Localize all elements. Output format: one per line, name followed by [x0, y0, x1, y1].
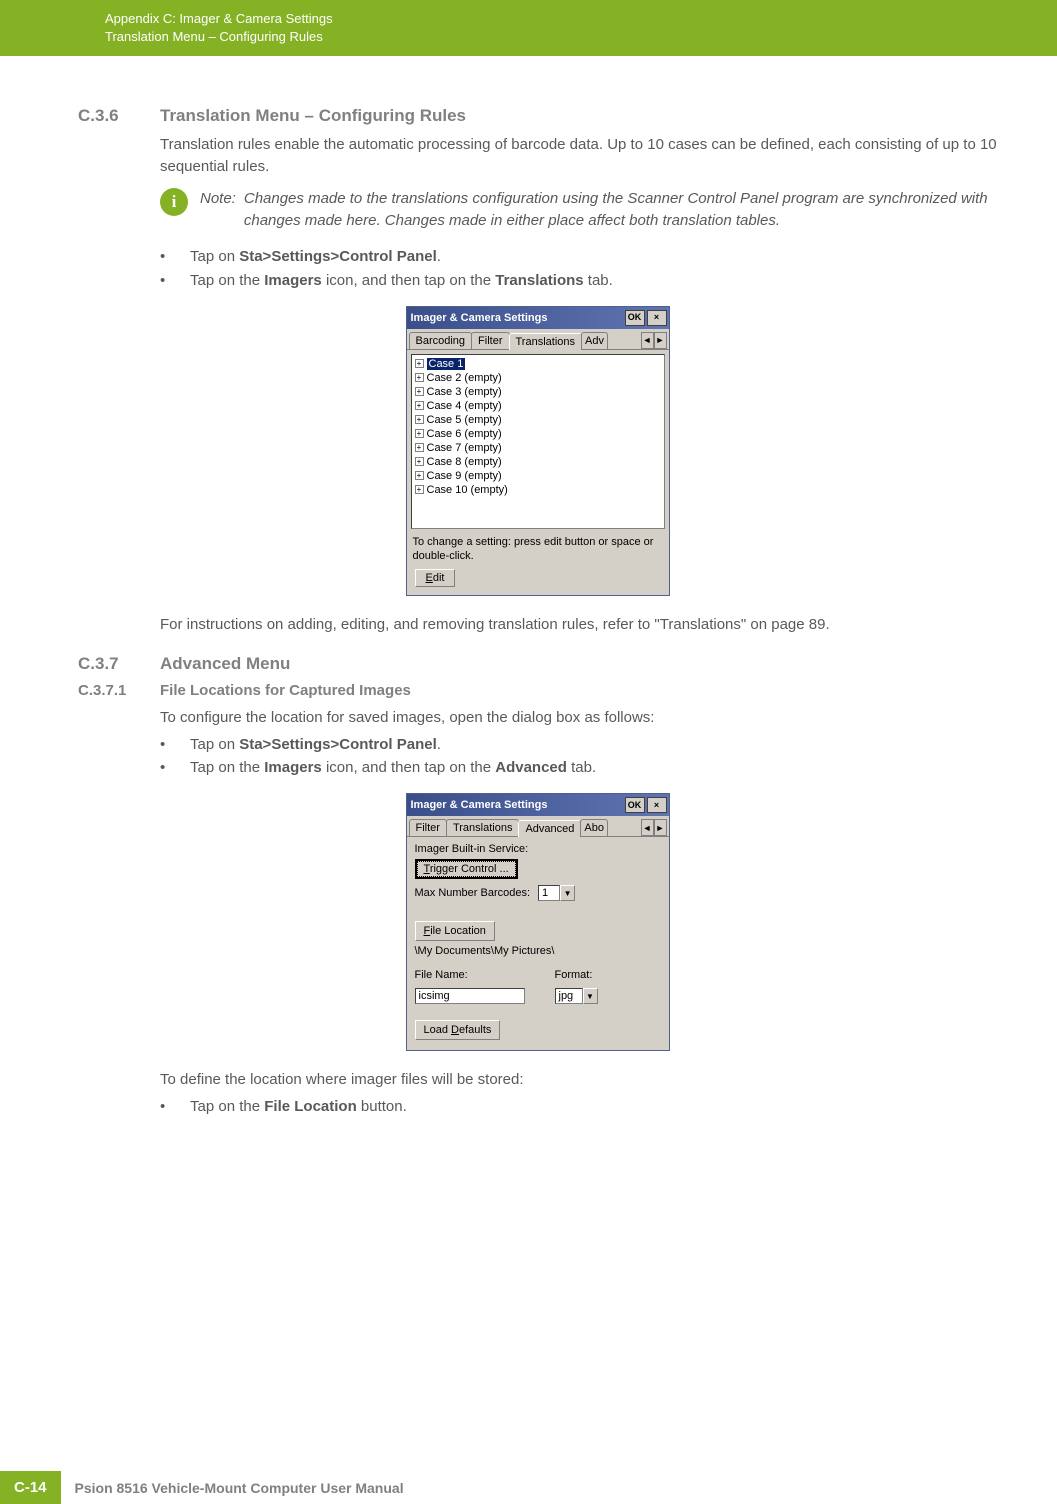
format-value: jpg	[555, 988, 583, 1004]
format-label: Format:	[555, 969, 598, 981]
file-location-button[interactable]: File Location	[415, 921, 495, 941]
note-label: Note:	[200, 188, 236, 232]
trigger-control-button[interactable]: Trigger Control ...	[415, 859, 518, 879]
page-header: Appendix C: Imager & Camera Settings Tra…	[0, 0, 1057, 56]
define-text: To define the location where imager file…	[160, 1069, 997, 1091]
note-block: i Note: Changes made to the translations…	[160, 188, 997, 232]
service-label: Imager Built-in Service:	[415, 843, 661, 855]
tree-item[interactable]: +Case 8 (empty)	[415, 455, 661, 469]
bullet-item: • Tap on the Imagers icon, and then tap …	[160, 756, 997, 779]
window-titlebar: Imager & Camera Settings OK ×	[407, 307, 669, 329]
bullet-mark: •	[160, 245, 170, 268]
expand-icon[interactable]: +	[415, 373, 424, 382]
ok-button[interactable]: OK	[625, 797, 645, 813]
expand-icon[interactable]: +	[415, 359, 424, 368]
tab-advanced[interactable]: Adv	[581, 332, 608, 349]
tab-bar: Filter Translations Advanced Abo ◄ ►	[407, 816, 669, 837]
filename-input[interactable]	[415, 988, 525, 1004]
bullet-item: • Tap on Sta>Settings>Control Panel.	[160, 245, 997, 268]
edit-button[interactable]: Edit	[415, 569, 456, 587]
tree-item[interactable]: +Case 6 (empty)	[415, 427, 661, 441]
tab-filter[interactable]: Filter	[409, 819, 447, 836]
tab-translations[interactable]: Translations	[446, 819, 520, 836]
max-barcodes-dropdown[interactable]: 1 ▼	[538, 885, 575, 901]
footer-text: Psion 8516 Vehicle-Mount Computer User M…	[75, 1480, 404, 1496]
dropdown-icon[interactable]: ▼	[560, 885, 575, 901]
section-title: Advanced Menu	[160, 654, 290, 674]
file-path: \My Documents\My Pictures\	[415, 945, 661, 957]
window-title: Imager & Camera Settings	[411, 799, 548, 811]
tree-item[interactable]: +Case 10 (empty)	[415, 483, 661, 497]
header-line2: Translation Menu – Configuring Rules	[105, 28, 1057, 46]
translations-window: Imager & Camera Settings OK × Barcoding …	[406, 306, 670, 597]
tree-item[interactable]: +Case 5 (empty)	[415, 413, 661, 427]
expand-icon[interactable]: +	[415, 429, 424, 438]
info-icon: i	[160, 188, 188, 216]
tab-advanced[interactable]: Advanced	[518, 820, 581, 837]
dropdown-icon[interactable]: ▼	[583, 988, 598, 1004]
section-number: C.3.7.1	[78, 682, 160, 699]
advanced-window: Imager & Camera Settings OK × Filter Tra…	[406, 793, 670, 1051]
tree-item[interactable]: +Case 3 (empty)	[415, 385, 661, 399]
bullet-item: • Tap on the Imagers icon, and then tap …	[160, 269, 997, 292]
tab-scroll-left[interactable]: ◄	[641, 332, 654, 349]
format-dropdown[interactable]: jpg ▼	[555, 988, 598, 1004]
expand-icon[interactable]: +	[415, 401, 424, 410]
tab-bar: Barcoding Filter Translations Adv ◄ ►	[407, 329, 669, 350]
tab-barcoding[interactable]: Barcoding	[409, 332, 473, 349]
max-barcodes-label: Max Number Barcodes:	[415, 887, 531, 899]
expand-icon[interactable]: +	[415, 457, 424, 466]
bullet-item: • Tap on Sta>Settings>Control Panel.	[160, 733, 997, 756]
tree-item[interactable]: +Case 4 (empty)	[415, 399, 661, 413]
tab-scroll-right[interactable]: ►	[654, 332, 667, 349]
expand-icon[interactable]: +	[415, 387, 424, 396]
intro-text: To configure the location for saved imag…	[160, 707, 997, 729]
window-title: Imager & Camera Settings	[411, 312, 548, 324]
tab-translations[interactable]: Translations	[509, 333, 583, 350]
tree-item[interactable]: +Case 7 (empty)	[415, 441, 661, 455]
tab-about[interactable]: Abo	[580, 819, 608, 836]
load-defaults-button[interactable]: Load Defaults	[415, 1020, 501, 1040]
ref-text: For instructions on adding, editing, and…	[160, 614, 997, 636]
expand-icon[interactable]: +	[415, 471, 424, 480]
filename-label: File Name:	[415, 969, 525, 981]
bullet-mark: •	[160, 269, 170, 292]
tree-item[interactable]: +Case 1	[415, 357, 661, 371]
bullet-mark: •	[160, 1095, 170, 1118]
tab-scroll-left[interactable]: ◄	[641, 819, 654, 836]
bullet-mark: •	[160, 756, 170, 779]
ok-button[interactable]: OK	[625, 310, 645, 326]
expand-icon[interactable]: +	[415, 415, 424, 424]
tab-scroll-right[interactable]: ►	[654, 819, 667, 836]
bullet-item: • Tap on the File Location button.	[160, 1095, 997, 1118]
expand-icon[interactable]: +	[415, 485, 424, 494]
intro-text: Translation rules enable the automatic p…	[160, 134, 997, 178]
max-barcodes-value: 1	[538, 885, 560, 901]
tab-filter[interactable]: Filter	[471, 332, 509, 349]
close-button[interactable]: ×	[647, 797, 667, 813]
tree-item[interactable]: +Case 2 (empty)	[415, 371, 661, 385]
section-title: File Locations for Captured Images	[160, 682, 411, 699]
note-body: Changes made to the translations configu…	[244, 188, 997, 232]
section-number: C.3.6	[78, 106, 160, 126]
window-titlebar: Imager & Camera Settings OK ×	[407, 794, 669, 816]
page-number: C-14	[0, 1471, 61, 1504]
expand-icon[interactable]: +	[415, 443, 424, 452]
header-line1: Appendix C: Imager & Camera Settings	[105, 10, 1057, 28]
section-number: C.3.7	[78, 654, 160, 674]
page-footer: C-14 Psion 8516 Vehicle-Mount Computer U…	[0, 1471, 1057, 1504]
bullet-mark: •	[160, 733, 170, 756]
close-button[interactable]: ×	[647, 310, 667, 326]
case-tree[interactable]: +Case 1 +Case 2 (empty) +Case 3 (empty) …	[411, 354, 665, 529]
instruction-text: To change a setting: press edit button o…	[411, 529, 665, 570]
tree-item[interactable]: +Case 9 (empty)	[415, 469, 661, 483]
section-title: Translation Menu – Configuring Rules	[160, 106, 466, 126]
